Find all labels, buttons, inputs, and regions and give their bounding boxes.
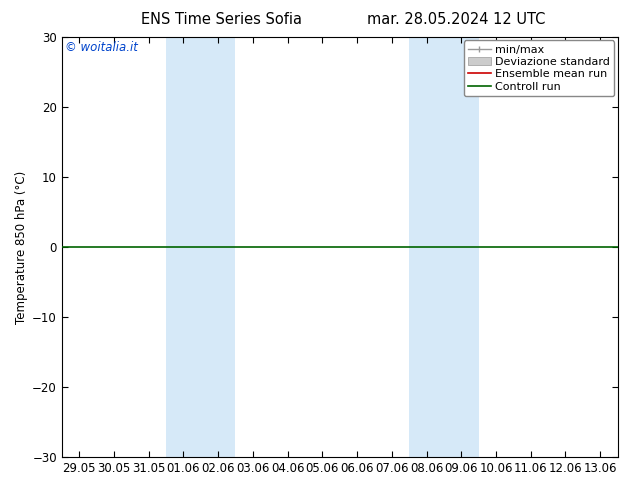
Bar bbox=[409, 37, 479, 457]
Text: mar. 28.05.2024 12 UTC: mar. 28.05.2024 12 UTC bbox=[367, 12, 546, 27]
Bar bbox=[166, 37, 235, 457]
Text: ENS Time Series Sofia: ENS Time Series Sofia bbox=[141, 12, 302, 27]
Text: © woitalia.it: © woitalia.it bbox=[65, 41, 138, 54]
Y-axis label: Temperature 850 hPa (°C): Temperature 850 hPa (°C) bbox=[15, 171, 28, 324]
Legend: min/max, Deviazione standard, Ensemble mean run, Controll run: min/max, Deviazione standard, Ensemble m… bbox=[464, 41, 614, 96]
